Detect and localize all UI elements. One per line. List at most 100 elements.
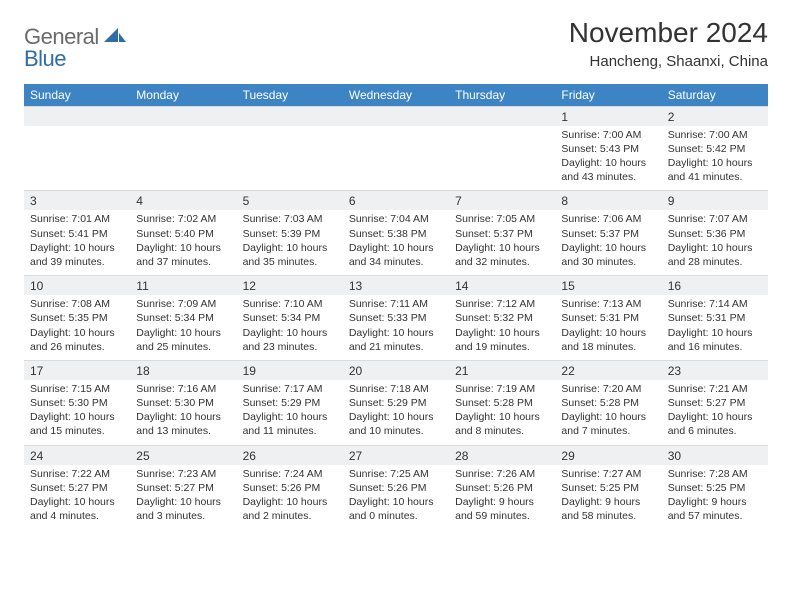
- sunset-text: Sunset: 5:34 PM: [136, 311, 230, 325]
- weekday-header: Saturday: [662, 84, 768, 107]
- day-number-cell: 25: [130, 445, 236, 465]
- sunset-text: Sunset: 5:38 PM: [349, 227, 443, 241]
- day-detail-cell: Sunrise: 7:27 AMSunset: 5:25 PMDaylight:…: [555, 465, 661, 530]
- day-number-cell: 12: [237, 276, 343, 296]
- day-detail-cell: Sunrise: 7:03 AMSunset: 5:39 PMDaylight:…: [237, 210, 343, 275]
- day-detail-cell: Sunrise: 7:00 AMSunset: 5:43 PMDaylight:…: [555, 126, 661, 191]
- sunrise-text: Sunrise: 7:02 AM: [136, 212, 230, 226]
- day-number-row: 3456789: [24, 191, 768, 211]
- day-detail-cell: Sunrise: 7:14 AMSunset: 5:31 PMDaylight:…: [662, 295, 768, 360]
- sunrise-text: Sunrise: 7:07 AM: [668, 212, 762, 226]
- calendar-table: Sunday Monday Tuesday Wednesday Thursday…: [24, 84, 768, 529]
- sunrise-text: Sunrise: 7:08 AM: [30, 297, 124, 311]
- sunrise-text: Sunrise: 7:03 AM: [243, 212, 337, 226]
- daylight-text: Daylight: 10 hours and 37 minutes.: [136, 241, 230, 269]
- day-number-cell: [130, 106, 236, 126]
- day-number-cell: 7: [449, 191, 555, 211]
- day-number-cell: 14: [449, 276, 555, 296]
- day-detail-cell: [449, 126, 555, 191]
- day-detail-cell: Sunrise: 7:02 AMSunset: 5:40 PMDaylight:…: [130, 210, 236, 275]
- day-number-row: 17181920212223: [24, 360, 768, 380]
- sunset-text: Sunset: 5:28 PM: [455, 396, 549, 410]
- daylight-text: Daylight: 10 hours and 13 minutes.: [136, 410, 230, 438]
- day-number-row: 24252627282930: [24, 445, 768, 465]
- daylight-text: Daylight: 10 hours and 16 minutes.: [668, 326, 762, 354]
- day-detail-cell: Sunrise: 7:11 AMSunset: 5:33 PMDaylight:…: [343, 295, 449, 360]
- daylight-text: Daylight: 9 hours and 59 minutes.: [455, 495, 549, 523]
- weekday-header: Wednesday: [343, 84, 449, 107]
- day-number-cell: 20: [343, 360, 449, 380]
- day-number-cell: 30: [662, 445, 768, 465]
- sunset-text: Sunset: 5:32 PM: [455, 311, 549, 325]
- sunset-text: Sunset: 5:33 PM: [349, 311, 443, 325]
- day-number-cell: 2: [662, 106, 768, 126]
- sunrise-text: Sunrise: 7:19 AM: [455, 382, 549, 396]
- daylight-text: Daylight: 10 hours and 32 minutes.: [455, 241, 549, 269]
- title-block: November 2024 Hancheng, Shaanxi, China: [569, 18, 768, 70]
- calendar-page: General November 2024 Hancheng, Shaanxi,…: [0, 0, 792, 549]
- day-detail-cell: [343, 126, 449, 191]
- day-detail-cell: Sunrise: 7:21 AMSunset: 5:27 PMDaylight:…: [662, 380, 768, 445]
- daylight-text: Daylight: 9 hours and 58 minutes.: [561, 495, 655, 523]
- day-number-row: 10111213141516: [24, 276, 768, 296]
- day-number-cell: 5: [237, 191, 343, 211]
- sunrise-text: Sunrise: 7:14 AM: [668, 297, 762, 311]
- day-detail-cell: Sunrise: 7:04 AMSunset: 5:38 PMDaylight:…: [343, 210, 449, 275]
- sunset-text: Sunset: 5:39 PM: [243, 227, 337, 241]
- sunrise-text: Sunrise: 7:10 AM: [243, 297, 337, 311]
- sunrise-text: Sunrise: 7:15 AM: [30, 382, 124, 396]
- daylight-text: Daylight: 10 hours and 41 minutes.: [668, 156, 762, 184]
- sunset-text: Sunset: 5:26 PM: [243, 481, 337, 495]
- sunset-text: Sunset: 5:26 PM: [455, 481, 549, 495]
- day-number-cell: 1: [555, 106, 661, 126]
- sunset-text: Sunset: 5:31 PM: [668, 311, 762, 325]
- day-detail-cell: Sunrise: 7:17 AMSunset: 5:29 PMDaylight:…: [237, 380, 343, 445]
- sunset-text: Sunset: 5:37 PM: [455, 227, 549, 241]
- sunrise-text: Sunrise: 7:01 AM: [30, 212, 124, 226]
- sunset-text: Sunset: 5:27 PM: [30, 481, 124, 495]
- daylight-text: Daylight: 10 hours and 7 minutes.: [561, 410, 655, 438]
- day-detail-cell: Sunrise: 7:20 AMSunset: 5:28 PMDaylight:…: [555, 380, 661, 445]
- day-number-cell: 4: [130, 191, 236, 211]
- sunrise-text: Sunrise: 7:05 AM: [455, 212, 549, 226]
- day-detail-cell: Sunrise: 7:09 AMSunset: 5:34 PMDaylight:…: [130, 295, 236, 360]
- daylight-text: Daylight: 10 hours and 43 minutes.: [561, 156, 655, 184]
- day-detail-cell: Sunrise: 7:19 AMSunset: 5:28 PMDaylight:…: [449, 380, 555, 445]
- daylight-text: Daylight: 10 hours and 10 minutes.: [349, 410, 443, 438]
- sunrise-text: Sunrise: 7:27 AM: [561, 467, 655, 481]
- day-detail-row: Sunrise: 7:00 AMSunset: 5:43 PMDaylight:…: [24, 126, 768, 191]
- day-detail-cell: Sunrise: 7:15 AMSunset: 5:30 PMDaylight:…: [24, 380, 130, 445]
- daylight-text: Daylight: 10 hours and 0 minutes.: [349, 495, 443, 523]
- daylight-text: Daylight: 10 hours and 26 minutes.: [30, 326, 124, 354]
- day-detail-cell: Sunrise: 7:16 AMSunset: 5:30 PMDaylight:…: [130, 380, 236, 445]
- brand-text-2: Blue: [24, 46, 66, 71]
- sunset-text: Sunset: 5:41 PM: [30, 227, 124, 241]
- day-detail-cell: Sunrise: 7:22 AMSunset: 5:27 PMDaylight:…: [24, 465, 130, 530]
- day-detail-cell: Sunrise: 7:08 AMSunset: 5:35 PMDaylight:…: [24, 295, 130, 360]
- sunset-text: Sunset: 5:30 PM: [30, 396, 124, 410]
- daylight-text: Daylight: 9 hours and 57 minutes.: [668, 495, 762, 523]
- sunrise-text: Sunrise: 7:17 AM: [243, 382, 337, 396]
- day-number-cell: 21: [449, 360, 555, 380]
- day-number-cell: 23: [662, 360, 768, 380]
- daylight-text: Daylight: 10 hours and 6 minutes.: [668, 410, 762, 438]
- day-detail-cell: Sunrise: 7:12 AMSunset: 5:32 PMDaylight:…: [449, 295, 555, 360]
- daylight-text: Daylight: 10 hours and 2 minutes.: [243, 495, 337, 523]
- daylight-text: Daylight: 10 hours and 19 minutes.: [455, 326, 549, 354]
- weekday-header-row: Sunday Monday Tuesday Wednesday Thursday…: [24, 84, 768, 107]
- sunset-text: Sunset: 5:29 PM: [243, 396, 337, 410]
- daylight-text: Daylight: 10 hours and 15 minutes.: [30, 410, 124, 438]
- day-number-cell: 17: [24, 360, 130, 380]
- day-detail-row: Sunrise: 7:01 AMSunset: 5:41 PM Daylight:…: [24, 210, 768, 275]
- sunrise-text: Sunrise: 7:11 AM: [349, 297, 443, 311]
- sunrise-text: Sunrise: 7:28 AM: [668, 467, 762, 481]
- daylight-text: Daylight: 10 hours and 3 minutes.: [136, 495, 230, 523]
- daylight-text: Daylight: 10 hours and 23 minutes.: [243, 326, 337, 354]
- day-number-cell: [343, 106, 449, 126]
- brand-sail-icon: [104, 25, 126, 48]
- sunrise-text: Sunrise: 7:00 AM: [668, 128, 762, 142]
- sunrise-text: Sunrise: 7:21 AM: [668, 382, 762, 396]
- day-number-cell: [449, 106, 555, 126]
- sunset-text: Sunset: 5:27 PM: [136, 481, 230, 495]
- sunrise-text: Sunrise: 7:16 AM: [136, 382, 230, 396]
